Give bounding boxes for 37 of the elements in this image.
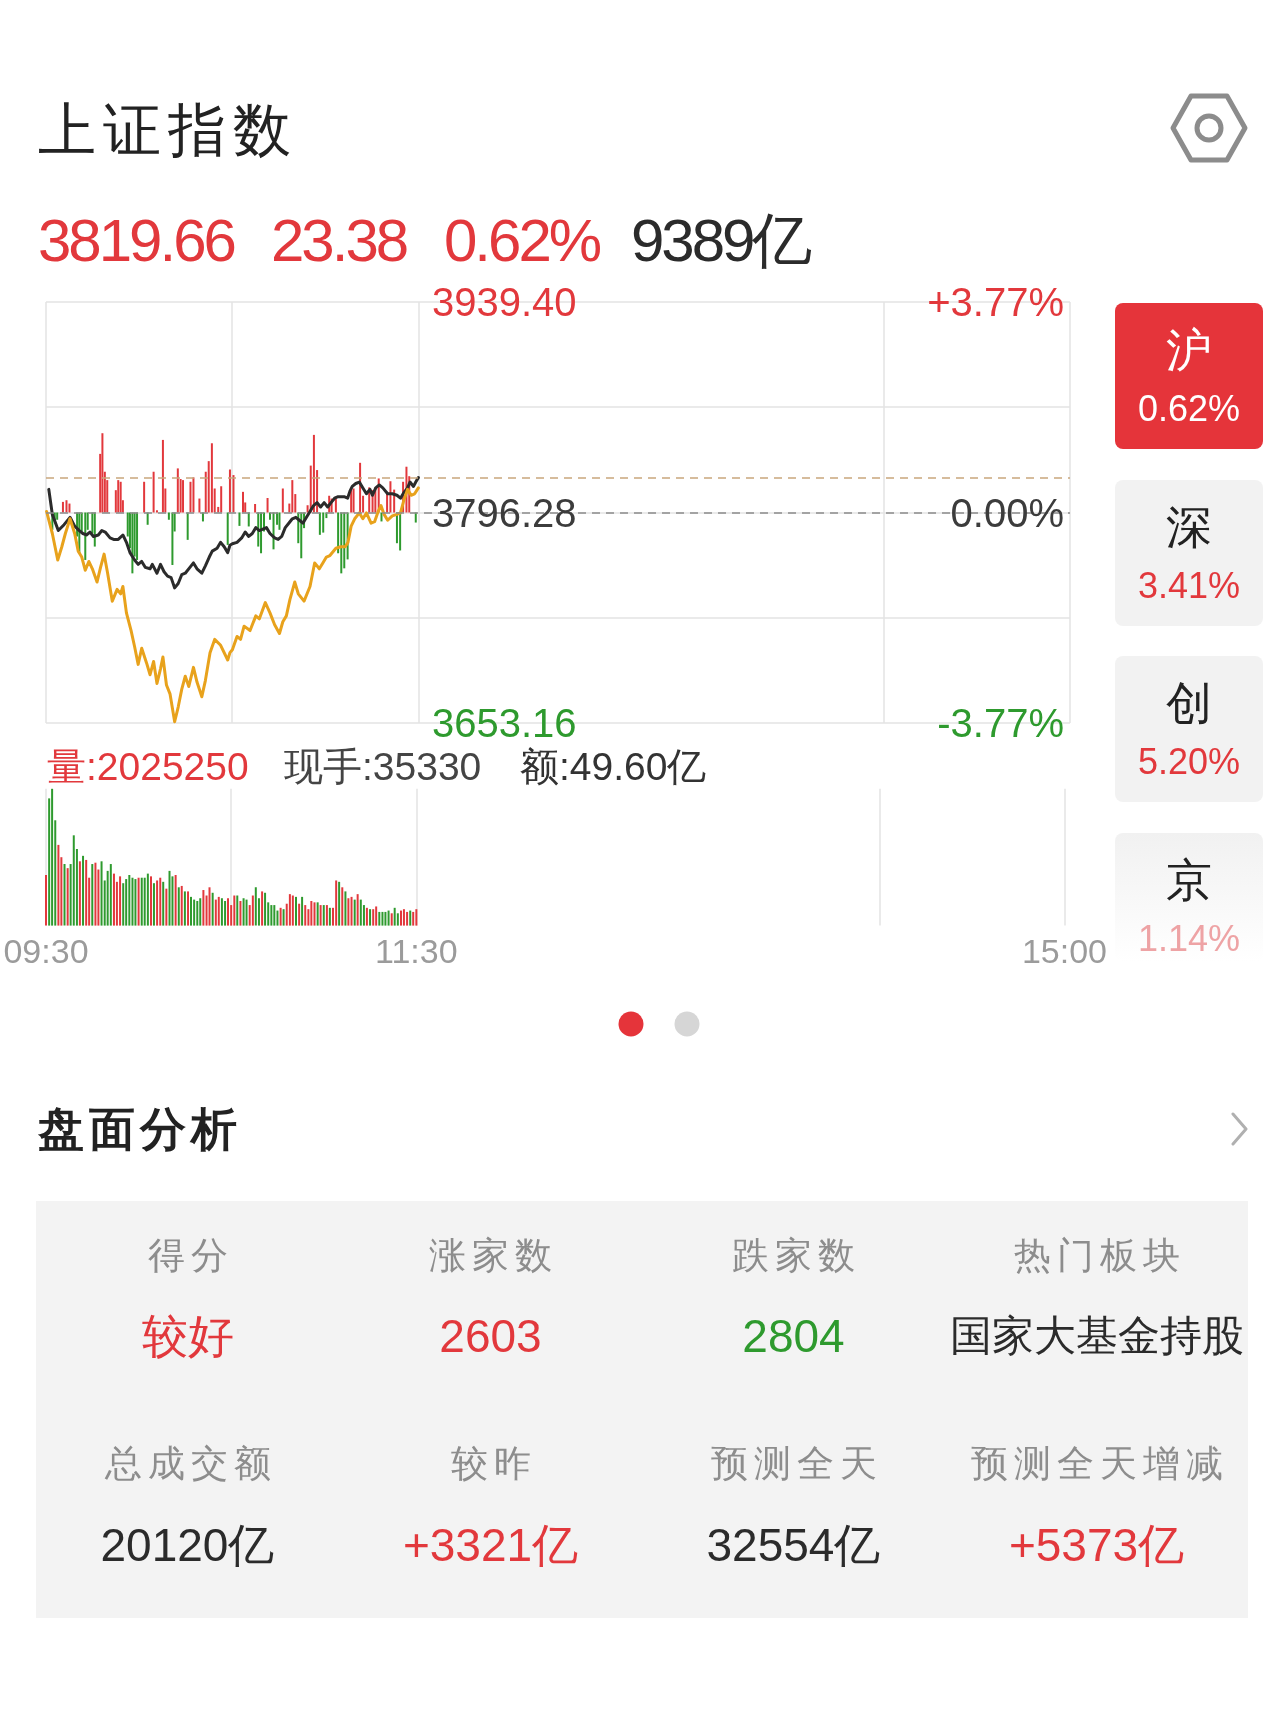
y-tick-label: 3796.28 <box>432 490 577 535</box>
text: 9389亿 <box>631 207 810 274</box>
text: 2603 <box>439 1310 542 1362</box>
text: 32554亿 <box>706 1519 881 1571</box>
text: +3321亿 <box>402 1519 579 1571</box>
x-tick-label: 15:00 <box>1021 931 1108 970</box>
text: 热门板块 <box>1013 1234 1186 1276</box>
chart-title: 上证指数 <box>38 98 298 163</box>
text: 额:49.60亿 <box>520 745 707 788</box>
y2-tick-label: +3.77% <box>927 280 1064 324</box>
x-tick-label: 11:30 <box>375 931 458 970</box>
text: 预测全天 <box>710 1442 883 1484</box>
text: 23.38 <box>271 207 407 274</box>
tab-button: 沪 0.62% <box>1115 303 1263 449</box>
text: 预测全天增减 <box>970 1442 1229 1484</box>
text: 国家大基金持股 <box>949 1311 1244 1359</box>
y-tick-label: 3653.16 <box>432 701 577 745</box>
text: 得分 <box>147 1234 234 1276</box>
text: 3819.66 <box>38 207 234 274</box>
text: 跌家数 <box>732 1234 861 1276</box>
text: 盘面分析 <box>38 1104 242 1155</box>
tab-button: 深 3.41% <box>1115 479 1263 626</box>
y-tick-label: 3939.40 <box>432 280 577 324</box>
text: 0.62% <box>444 207 600 274</box>
text: 较昨 <box>450 1442 537 1484</box>
text: 量:2025250 <box>47 745 249 788</box>
x-tick-label: 09:30 <box>3 931 89 970</box>
text: 20120亿 <box>100 1519 275 1571</box>
text: +5373亿 <box>1008 1519 1185 1571</box>
tab-button: 创 5.20% <box>1115 656 1263 803</box>
text: 较好 <box>141 1310 234 1362</box>
text: 涨家数 <box>429 1234 558 1276</box>
y2-tick-label: -3.77% <box>937 701 1064 745</box>
y2-tick-label: 0.00% <box>950 490 1064 535</box>
text: 2804 <box>742 1310 845 1362</box>
text: 总成交额 <box>104 1442 277 1484</box>
text: 现手:35330 <box>284 745 482 788</box>
